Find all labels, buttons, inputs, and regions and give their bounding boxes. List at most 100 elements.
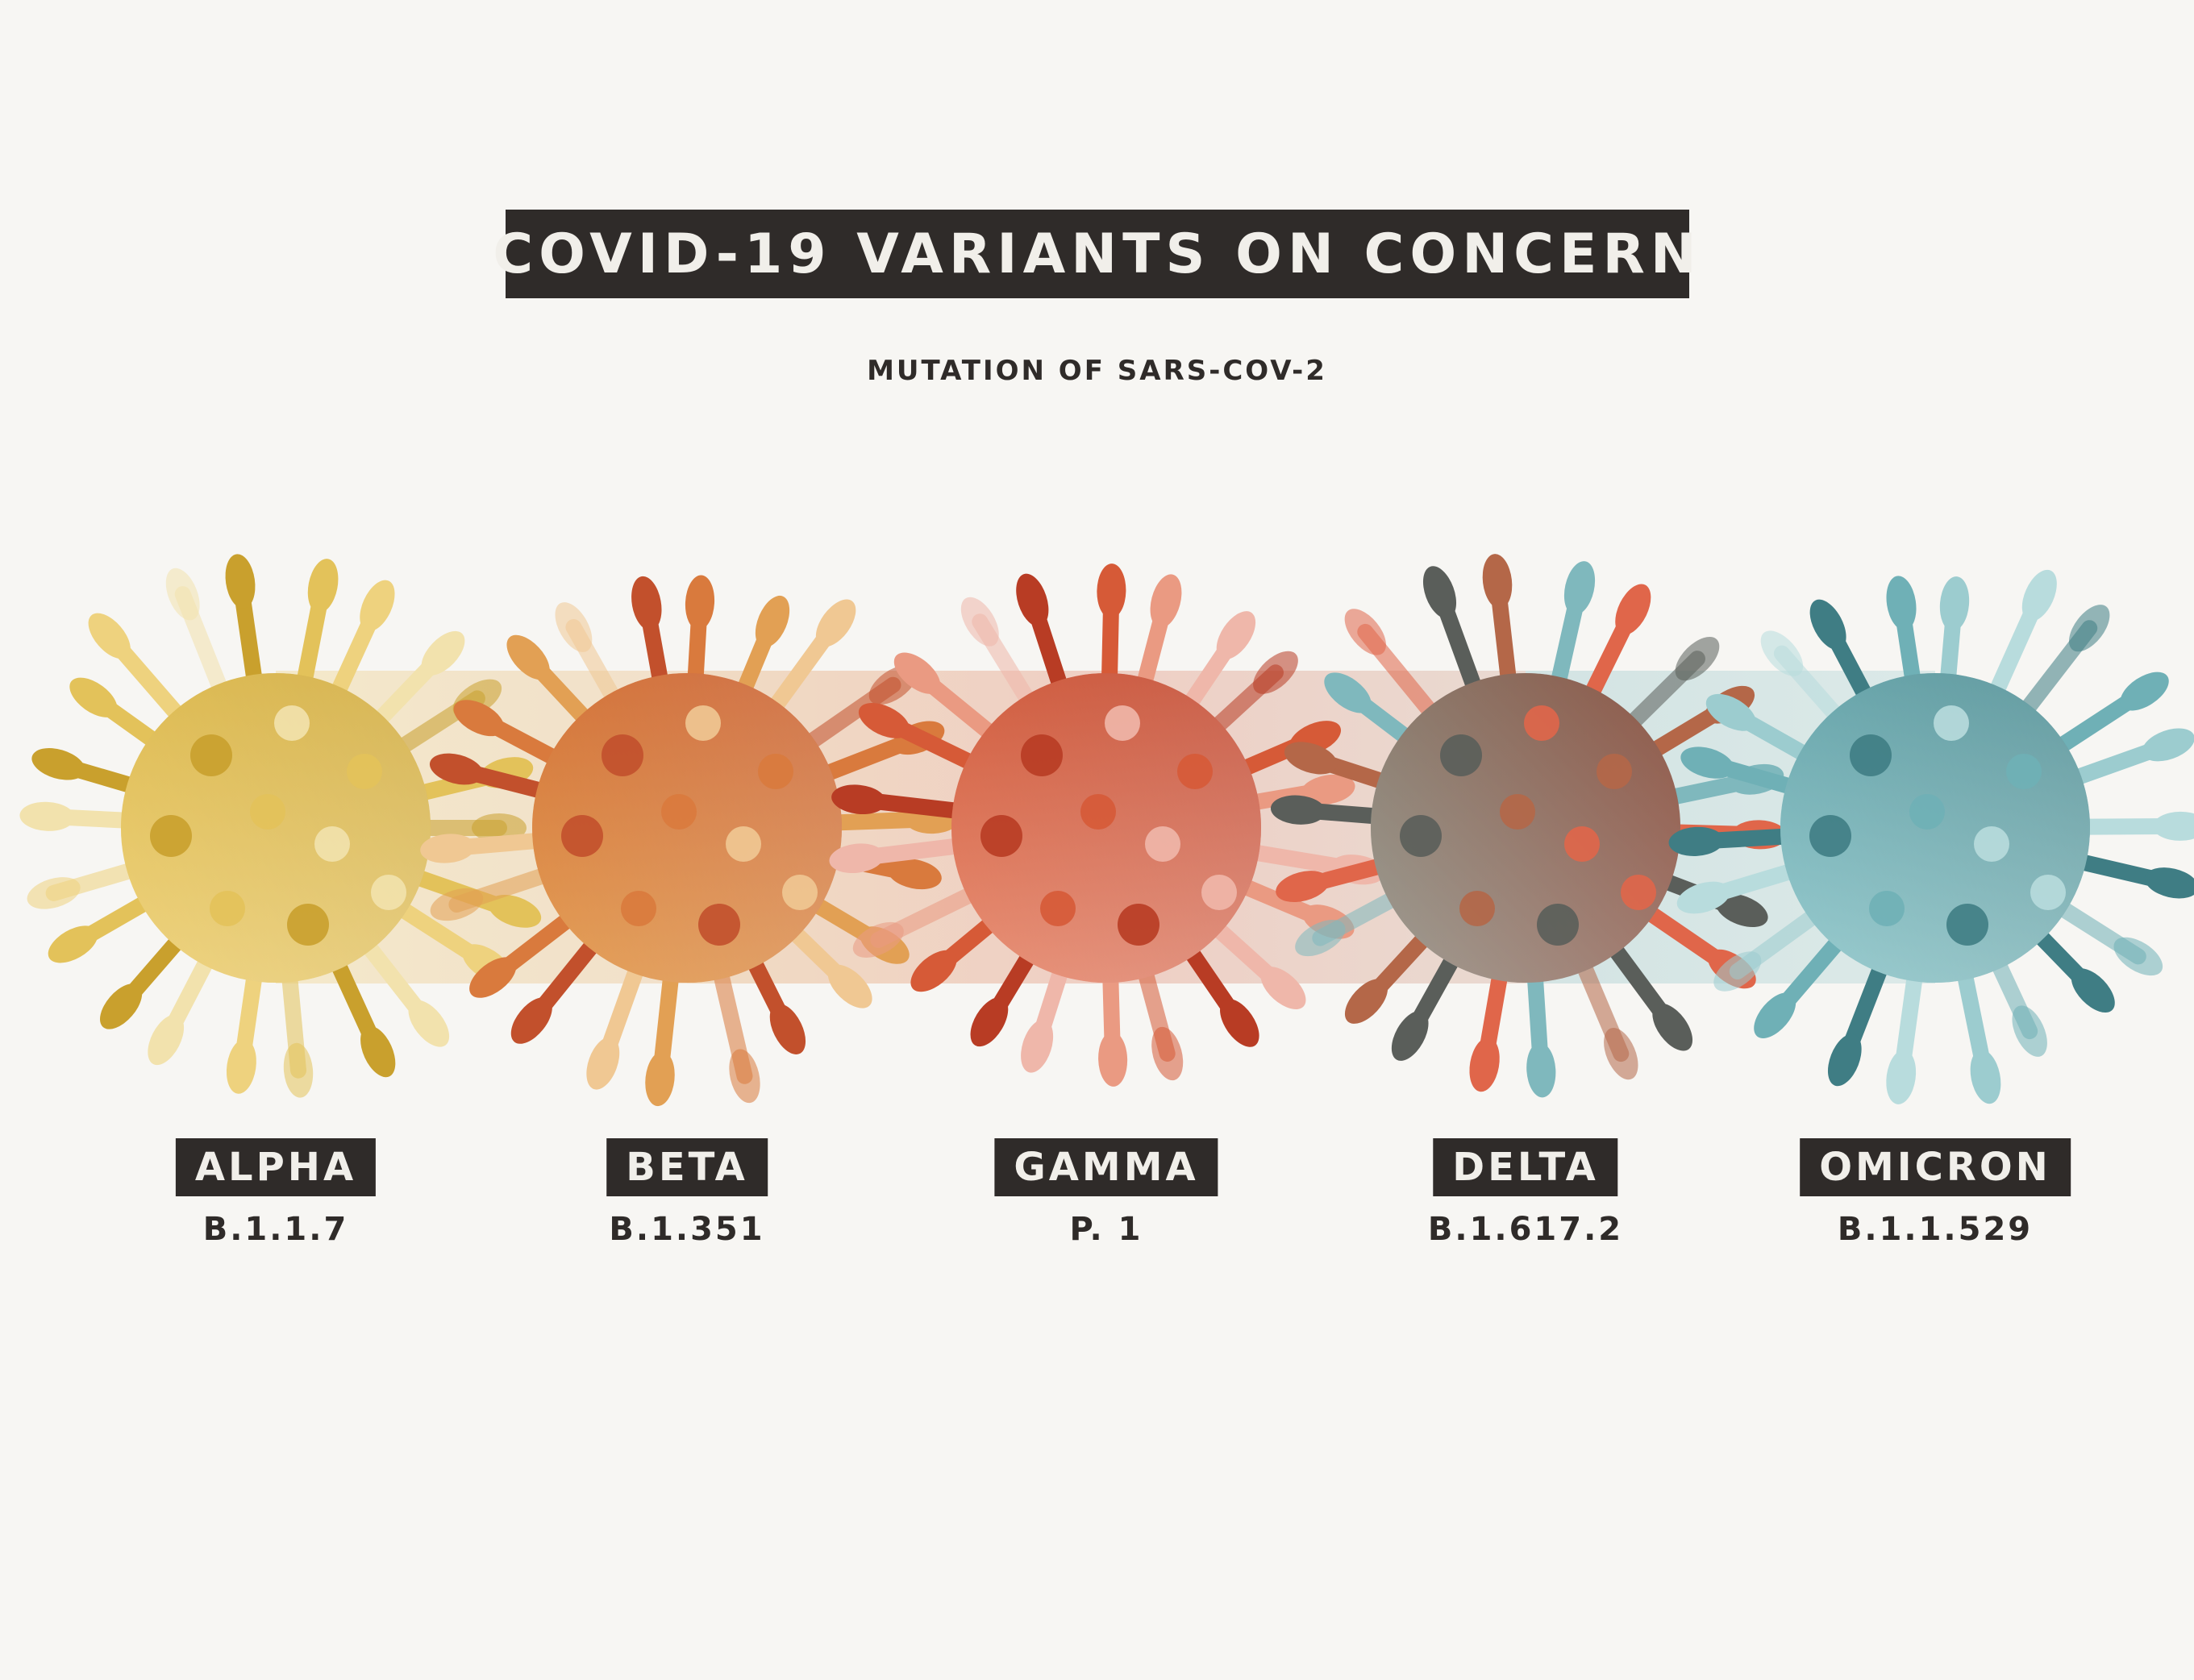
variant-lineage: P. 1 [1069,1211,1143,1248]
spike-head [1276,871,1330,903]
surface-protein [1974,826,2009,862]
spike-head [970,997,1009,1047]
spike-head [1301,774,1355,805]
spike-head [1715,893,1768,928]
spike-head [100,983,143,1029]
surface-protein [274,705,310,741]
spike-head [1324,672,1372,713]
surface-protein [1040,891,1076,926]
spike-head [1675,637,1720,681]
spike-head [1604,1028,1638,1080]
virus-beta-icon [420,575,960,1107]
spike-head [469,957,517,998]
variant-lineage: B.1.1.7 [202,1211,349,1248]
spike-head [1391,1010,1429,1061]
variant-label-delta: DELTA [1433,1138,1618,1196]
virus-delta-icon [1270,554,1787,1098]
spike-head [1216,611,1256,660]
variant-label-omicron: OMICRON [1800,1138,2071,1196]
variant-name: ALPHA [194,1145,357,1190]
spike-head [148,1014,185,1066]
spike-head [453,700,505,737]
spike-head [1021,1019,1054,1073]
spike-head [645,1051,675,1107]
surface-protein [980,815,1022,857]
spike-head [1886,576,1917,630]
spike-head [2113,937,2163,976]
spike-head [506,634,550,680]
surface-protein [314,826,350,862]
spike-head [769,1004,806,1054]
spike-head [852,921,904,958]
surface-protein [621,891,656,926]
spike-head [829,843,885,874]
surface-protein [1500,794,1535,830]
surface-protein [287,904,329,946]
surface-protein [1021,734,1063,776]
surface-protein [1946,904,1988,946]
spike-head [1754,992,1796,1038]
spike-head [827,964,872,1008]
surface-protein [1440,734,1482,776]
surface-protein [1564,826,1600,862]
surface-protein [371,875,406,910]
surface-protein [1524,705,1559,741]
spike-head [1270,795,1326,825]
spike-head [1098,1031,1128,1087]
spike-head [755,595,790,648]
spike-head [1760,630,1804,676]
surface-protein [210,891,245,926]
spike-head [815,599,856,647]
spike-head [2144,867,2194,899]
spike-head [1150,574,1182,628]
surface-protein [1869,891,1905,926]
spike-head [1482,554,1513,609]
spike-head [307,559,339,613]
surface-protein [1201,875,1237,910]
spike-head [1344,979,1388,1024]
variant-label-beta: BETA [606,1138,768,1196]
virus-omicron-icon [1668,569,2194,1104]
spike-head [27,877,81,909]
virus-alpha-icon [19,554,542,1098]
spike-head [488,895,542,928]
spike-head [1827,1033,1862,1087]
spike-head [2153,811,2194,841]
spike-head [48,925,98,963]
spike-head [729,1049,760,1104]
variant-lineage: B.1.1.529 [1837,1211,2034,1248]
variant-name: BETA [626,1145,748,1190]
spike-head [2071,968,2115,1013]
spike-head [1713,951,1762,992]
spike-head [1097,563,1126,619]
spike-head [420,834,476,863]
spike-head [631,576,662,631]
spike-head [165,568,200,621]
surface-protein [250,794,285,830]
surface-protein [1118,904,1159,946]
surface-protein [561,815,603,857]
spike-head [1563,561,1596,615]
spike-head [1151,1026,1184,1081]
spike-head [1939,576,1970,631]
spike-head [893,652,941,694]
variant-name: GAMMA [1014,1145,1199,1190]
spike-head [887,859,942,890]
variant-lineage: B.1.617.2 [1427,1211,1624,1248]
spike-head [1652,1003,1693,1051]
virus-gamma-icon [829,563,1385,1087]
spike-head [1284,742,1338,775]
spike-head [1295,920,1346,957]
surface-protein [758,754,793,789]
spike-head [88,613,131,659]
spike-head [2021,569,2057,622]
spike-head [2120,672,2169,711]
spike-head [1016,573,1049,627]
spike-head [2068,605,2110,652]
spike-head [1422,566,1457,619]
spike-head [510,997,552,1044]
variant-name: DELTA [1452,1145,1599,1190]
spike-head [1615,584,1651,635]
spike-head [360,1025,396,1078]
